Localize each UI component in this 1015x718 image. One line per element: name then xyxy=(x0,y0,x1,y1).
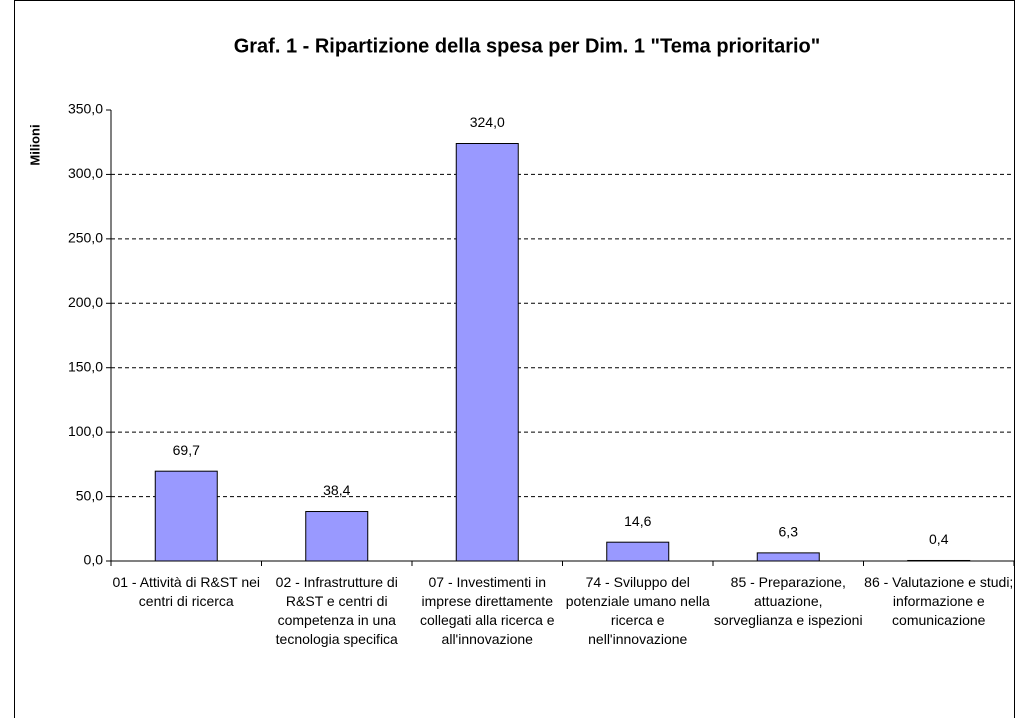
x-tick-label: 07 - Investimenti in imprese direttament… xyxy=(419,574,555,647)
y-tick-label: 250,0 xyxy=(68,230,103,246)
y-tick-label: 300,0 xyxy=(68,165,103,181)
x-tick-label: 86 - Valutazione e studi; informazione e… xyxy=(864,574,1014,628)
y-tick-label: 200,0 xyxy=(68,294,103,310)
y-tick-label: 350,0 xyxy=(68,101,103,117)
y-tick-label: 50,0 xyxy=(76,487,103,503)
value-label: 0,4 xyxy=(929,531,949,547)
y-tick-label: 100,0 xyxy=(68,423,103,439)
x-tick-label: 85 - Preparazione, attuazione, sorveglia… xyxy=(713,574,863,628)
value-label: 38,4 xyxy=(323,482,350,498)
bar xyxy=(756,552,820,562)
y-axis-label: Milioni xyxy=(27,124,42,165)
bar xyxy=(606,541,670,562)
bar xyxy=(455,143,519,562)
bar xyxy=(154,470,218,562)
y-tick-label: 150,0 xyxy=(68,358,103,374)
x-tick-label: 02 - Infrastrutture di R&ST e centri di … xyxy=(275,574,398,647)
value-label: 14,6 xyxy=(624,513,651,529)
value-label: 6,3 xyxy=(779,524,799,540)
x-tick-label: 01 - Attività di R&ST nei centri di rice… xyxy=(112,574,261,609)
value-label: 324,0 xyxy=(470,114,505,130)
value-label: 69,7 xyxy=(173,442,200,458)
y-tick-label: 0,0 xyxy=(84,552,104,568)
bar xyxy=(305,511,369,562)
x-tick-label: 74 - Sviluppo del potenziale umano nella… xyxy=(565,574,710,647)
chart-title: Graf. 1 - Ripartizione della spesa per D… xyxy=(234,35,821,57)
bar xyxy=(907,559,971,562)
